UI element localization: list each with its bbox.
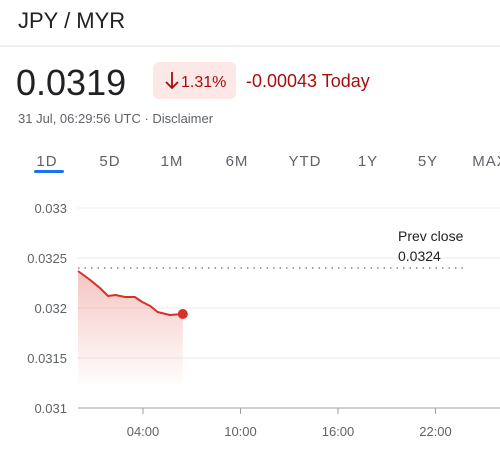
x-tick-label: 16:00 bbox=[322, 424, 355, 439]
timestamp: 31 Jul, 06:29:56 UTC · Disclaimer bbox=[18, 111, 214, 126]
price-line bbox=[77, 270, 183, 316]
y-tick-label: 0.0315 bbox=[27, 351, 67, 366]
range-tab[interactable]: 5Y bbox=[418, 153, 438, 170]
y-tick-label: 0.0325 bbox=[27, 251, 67, 266]
tab-underline bbox=[34, 170, 64, 173]
range-tab[interactable]: 1M bbox=[161, 153, 184, 170]
y-tick-label: 0.033 bbox=[34, 201, 67, 216]
down-arrow bbox=[165, 72, 179, 90]
range-tab[interactable]: 1Y bbox=[358, 153, 378, 170]
prev-close-label: Prev close bbox=[398, 228, 464, 244]
x-tick-label: 22:00 bbox=[419, 424, 452, 439]
area bbox=[78, 271, 183, 388]
prev-close-value: 0.0324 bbox=[398, 248, 441, 264]
range-tab[interactable]: MAX bbox=[472, 153, 500, 170]
last-point bbox=[177, 309, 188, 319]
range-tab[interactable]: 5D bbox=[99, 153, 120, 170]
range-tab[interactable]: 6M bbox=[226, 153, 249, 170]
x-tick-label: 10:00 bbox=[224, 424, 257, 439]
x-tick-label: 04:00 bbox=[127, 424, 160, 439]
price: 0.0319 bbox=[16, 62, 126, 103]
range-tab[interactable]: 1D bbox=[36, 153, 57, 170]
pair-title: JPY / MYR bbox=[18, 8, 125, 33]
change-today: -0.00043 Today bbox=[246, 71, 370, 91]
y-tick-label: 0.032 bbox=[34, 301, 67, 316]
change-percent: 1.31% bbox=[181, 74, 226, 91]
range-tab[interactable]: YTD bbox=[289, 153, 322, 170]
y-tick-label: 0.031 bbox=[34, 401, 67, 416]
change-badge bbox=[153, 62, 236, 99]
